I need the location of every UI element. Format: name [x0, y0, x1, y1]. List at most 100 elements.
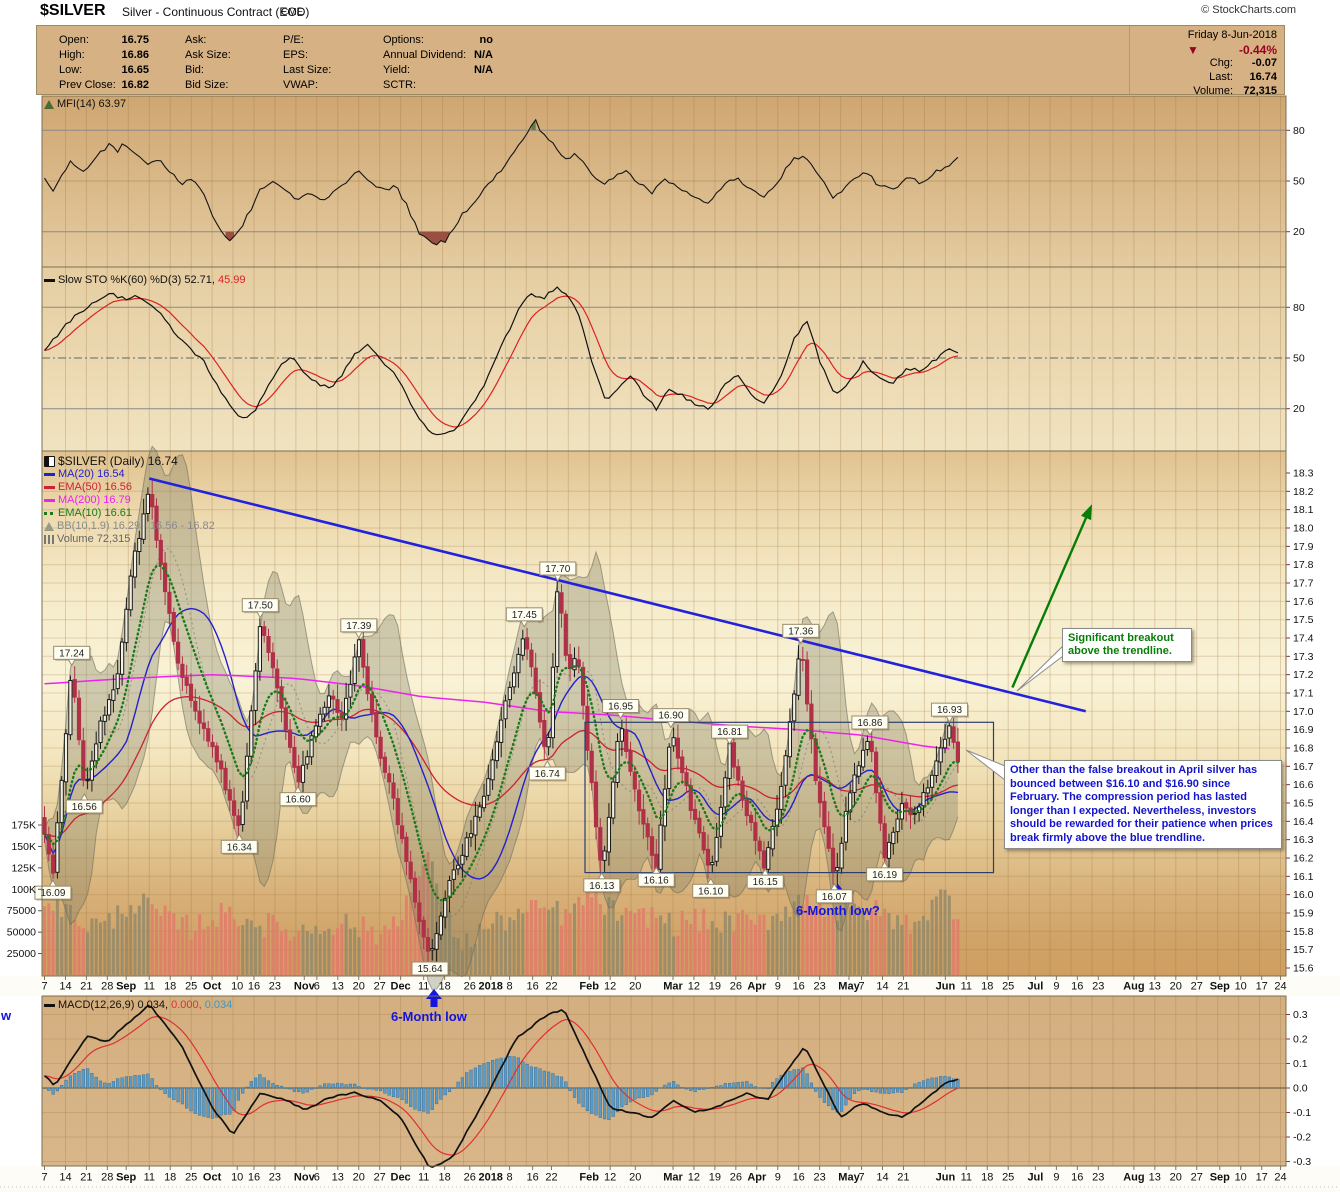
quote-label: Options: [383, 34, 424, 46]
date-axis-label: 26 [730, 1172, 742, 1184]
candle-body [197, 710, 202, 724]
date-axis-label: Aug [1123, 1172, 1144, 1184]
price-label-text: 16.81 [717, 727, 742, 738]
candle-body [843, 810, 848, 843]
macd-hist-bar [163, 1087, 167, 1094]
quote-value: 16.86 [121, 49, 149, 61]
macd-hist-bar [641, 1087, 645, 1098]
volume-axis-label: 150K [11, 841, 36, 853]
volume-bar [542, 907, 546, 975]
date-axis-label: 25 [1002, 1172, 1014, 1184]
volume-bar [883, 908, 887, 975]
macd-hist-bar [374, 1087, 378, 1091]
candle-body [434, 933, 439, 950]
volume-bar [430, 861, 434, 975]
volume-bar [934, 896, 938, 975]
mfi-legend-label: MFI(14) 63.97 [57, 98, 127, 110]
candle-body [417, 902, 422, 922]
price-label-text: 16.34 [227, 842, 252, 853]
candle-body [447, 880, 452, 898]
volume-bar [318, 934, 322, 975]
date-axis-label: 2018 [478, 981, 502, 993]
candle-body [257, 626, 262, 672]
date-axis-label: 24 [1274, 1172, 1286, 1184]
macd-hist-bar [189, 1087, 193, 1112]
quote-label: Bid Size: [185, 79, 229, 91]
candle-body [408, 861, 413, 880]
price-axis-label: 16.1 [1293, 871, 1314, 883]
date-axis-label: Apr [747, 1172, 767, 1184]
macd-hist-bar [865, 1087, 869, 1090]
macd-hist-bar [422, 1087, 426, 1112]
macd-line [43, 1004, 959, 1169]
quote-label: Prev Close: [59, 79, 116, 91]
candle-body [378, 736, 383, 759]
candle-body [714, 836, 719, 862]
macd-hist-bar [210, 1087, 215, 1119]
date-axis-strip [0, 976, 1340, 996]
candle-body [210, 741, 215, 748]
candle-body [141, 513, 146, 540]
volume-bar [206, 926, 210, 975]
macd-hist-bar [572, 1087, 577, 1098]
candle-body [658, 824, 663, 870]
date-axis-label: 23 [269, 1172, 281, 1184]
candle-body [705, 848, 711, 866]
quote-label: Low: [59, 64, 83, 76]
volume-bar [456, 938, 460, 975]
candle-body [391, 782, 396, 799]
candle-body [593, 781, 599, 828]
candle-body [76, 697, 82, 741]
macd-hist-bar [262, 1077, 266, 1089]
price-axis-label: 18.0 [1293, 522, 1314, 534]
volume-bar [64, 903, 68, 975]
candle-body [395, 798, 400, 826]
candle-body [499, 719, 504, 743]
macd-hist-bar [930, 1077, 934, 1089]
volume-bar [103, 920, 107, 975]
volume-bar [379, 933, 383, 975]
candle-body [805, 659, 810, 705]
macd-hist-bar [921, 1080, 926, 1089]
macd-hist-bar [409, 1087, 413, 1107]
main-legend-title: $SILVER (Daily) 16.74 [58, 454, 178, 468]
price-axis-label: 16.5 [1293, 797, 1314, 809]
date-axis-label: 12 [604, 1172, 616, 1184]
price-label: 16.16 [637, 866, 676, 888]
volume-axis-label: 25000 [7, 948, 36, 960]
macd-hist-bar [874, 1087, 878, 1093]
macd-hist-bar [478, 1064, 482, 1089]
macd-hist-bar [77, 1070, 81, 1089]
macd-hist-bar [702, 1087, 706, 1090]
macd-hist-bar [590, 1087, 594, 1114]
macd-hist-bar [98, 1080, 103, 1089]
macd-hist-bar [818, 1087, 822, 1098]
price-axis-label: 17.8 [1293, 559, 1314, 571]
volume-bar [99, 922, 102, 975]
macd-hist-bar [689, 1087, 693, 1091]
quote-label: Ask Size: [185, 49, 231, 61]
price-label-box [241, 598, 279, 613]
macd-hist-bar [568, 1087, 572, 1091]
candle-body [227, 789, 232, 801]
volume-bar [930, 899, 934, 975]
price-label-box [539, 561, 577, 576]
quote-label: Yield: [383, 64, 411, 76]
date-axis-label: 18 [981, 981, 993, 993]
price-label-box [866, 867, 904, 882]
price-label-text: 16.07 [822, 892, 847, 903]
candle-body [649, 836, 655, 856]
volume-bar [473, 943, 477, 975]
volume-bar [478, 923, 482, 975]
macd-signal-line [44, 1015, 959, 1156]
quote-percent: -0.44% [1238, 43, 1277, 57]
macd-hist-bar [577, 1087, 581, 1104]
candle-body [404, 836, 409, 863]
candle-body [533, 667, 538, 695]
candle-body [537, 692, 543, 723]
price-label-text: 16.60 [285, 795, 310, 806]
candle-body [163, 562, 168, 593]
candle-body [180, 663, 185, 678]
macd-hist-bar [516, 1057, 520, 1089]
candle-body [176, 641, 181, 664]
